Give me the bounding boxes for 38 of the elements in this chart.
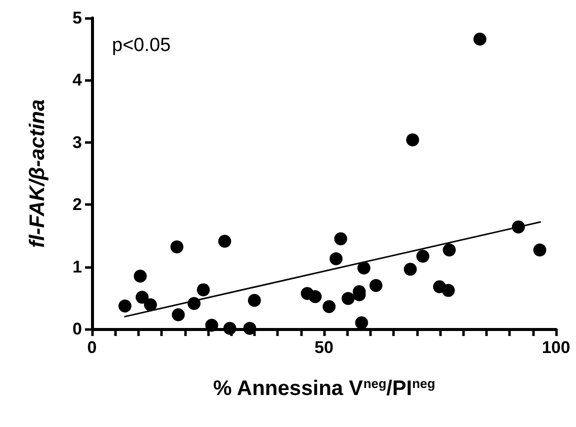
point — [473, 32, 486, 46]
point — [406, 133, 420, 146]
y-tick-label: 1 — [72, 257, 82, 276]
point — [334, 232, 348, 246]
point — [172, 308, 185, 322]
y-tick-label: 2 — [72, 195, 82, 214]
point — [170, 240, 184, 254]
y-axis-title: fl-FAK/β-actina — [26, 98, 49, 248]
x-tick-label: 100 — [542, 338, 570, 357]
point — [369, 278, 382, 292]
point — [416, 250, 430, 263]
point — [118, 299, 132, 312]
point — [357, 262, 370, 275]
point — [322, 300, 336, 314]
point — [533, 244, 546, 256]
point — [248, 294, 261, 307]
point — [404, 262, 417, 276]
point — [223, 322, 236, 335]
y-tick-label: 3 — [72, 132, 82, 152]
point — [308, 290, 322, 304]
y-tick-label: 5 — [72, 8, 82, 28]
y-tick-label: 0 — [72, 320, 82, 338]
point — [134, 270, 147, 283]
point — [218, 234, 232, 248]
point — [442, 284, 455, 297]
annotation: p<0.05 — [112, 35, 171, 56]
point — [330, 252, 343, 266]
point — [196, 283, 210, 296]
x-tick-label: 50 — [314, 338, 334, 357]
point — [442, 244, 456, 256]
point — [342, 292, 355, 306]
x-tick-label: 0 — [87, 338, 97, 357]
point — [243, 322, 256, 335]
point — [205, 318, 218, 332]
point — [144, 298, 157, 312]
y-tick-label: 4 — [72, 70, 83, 90]
point — [355, 316, 368, 330]
point — [136, 290, 149, 304]
